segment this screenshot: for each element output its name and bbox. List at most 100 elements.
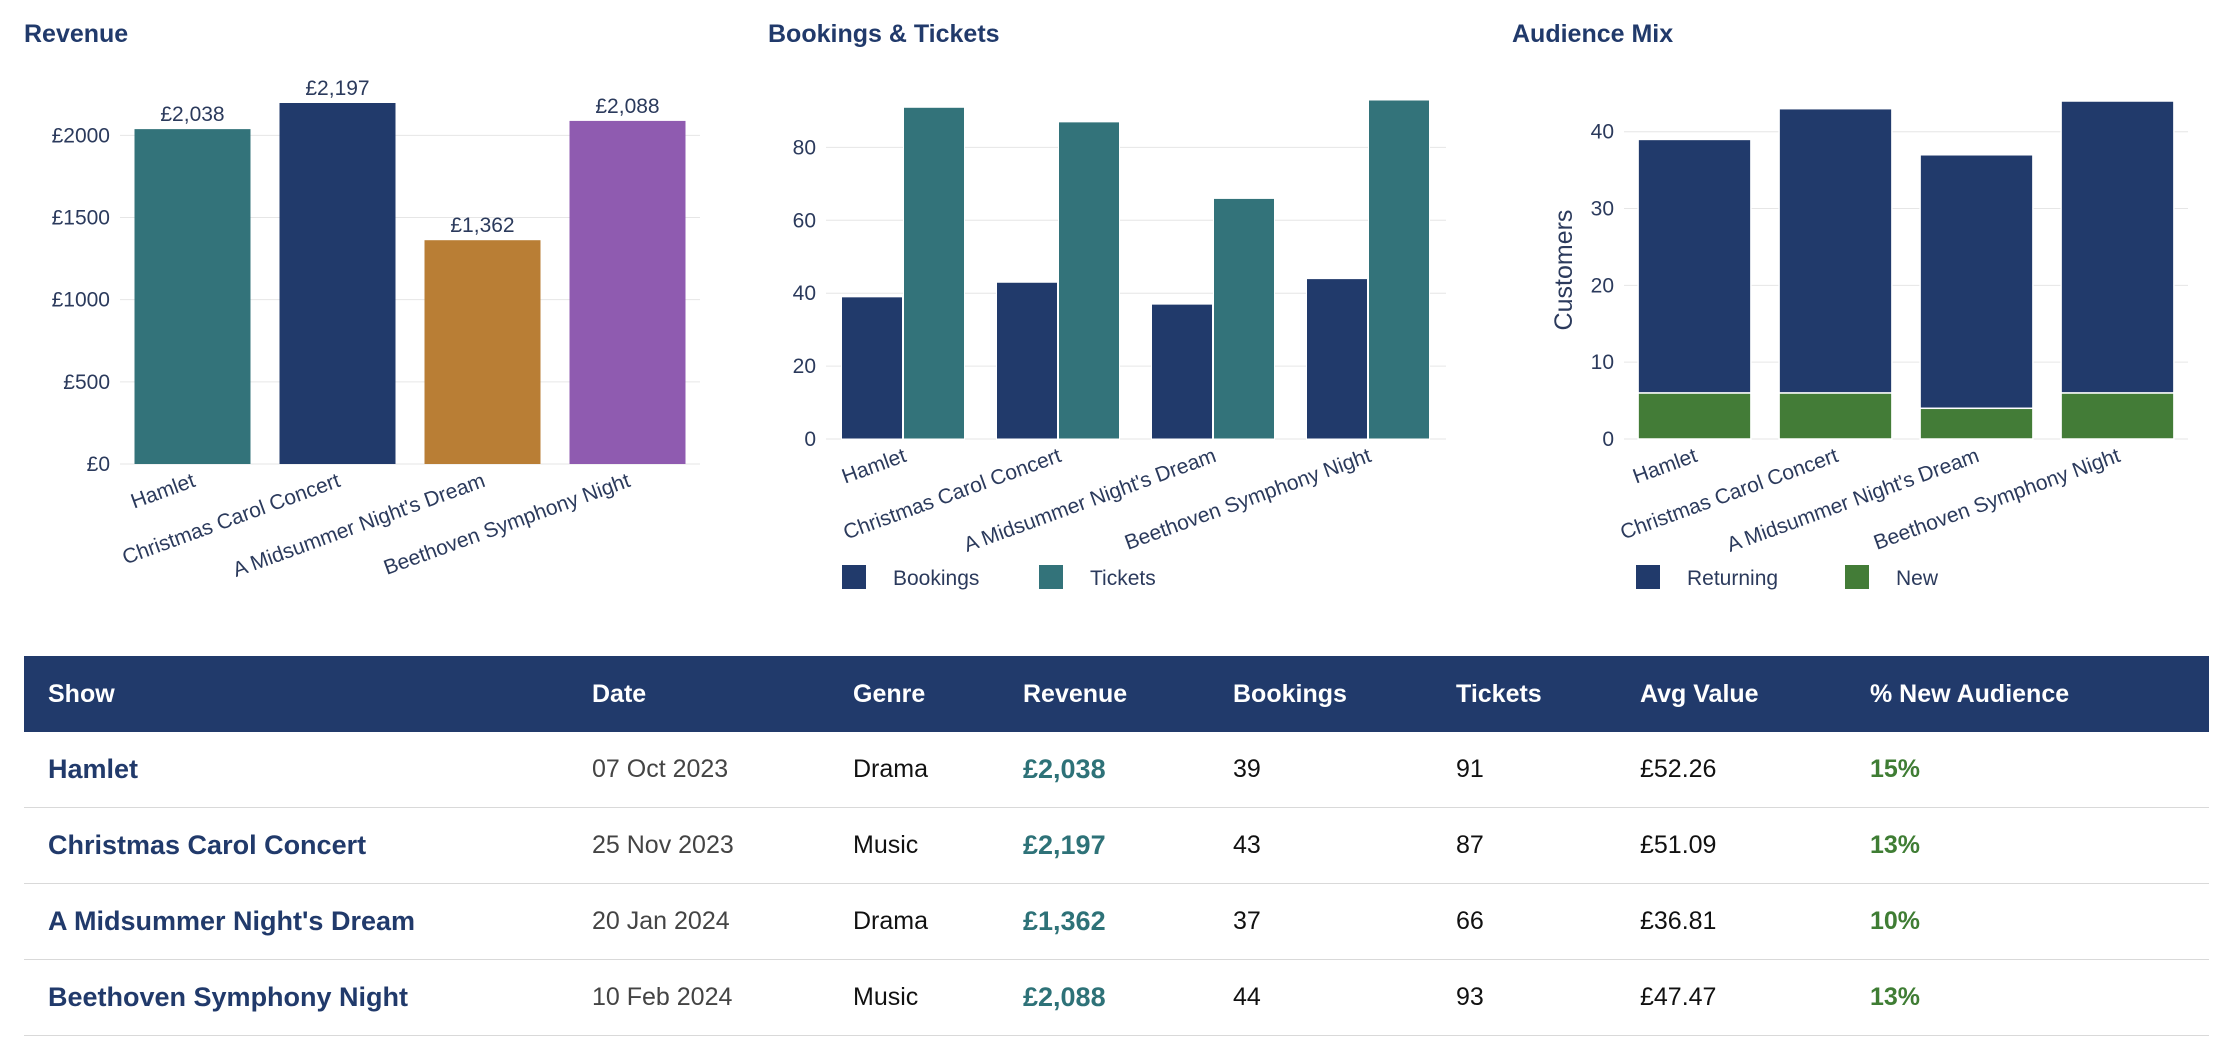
cell-new-audience: 13% bbox=[1870, 807, 2209, 884]
header-avg-value[interactable]: Avg Value bbox=[1640, 679, 1759, 708]
x-tick-label: Beethoven Symphony Night bbox=[1122, 444, 1375, 555]
cell-bookings: 39 bbox=[1233, 732, 1456, 808]
bar-segment-returning bbox=[1637, 138, 1752, 394]
table-row[interactable]: Hamlet 07 Oct 2023 Drama £2,038 39 91 £5… bbox=[24, 732, 2209, 808]
y-tick-label: 10 bbox=[1591, 351, 1614, 374]
header-bookings[interactable]: Bookings bbox=[1233, 679, 1347, 708]
bar-revenue bbox=[569, 120, 686, 464]
revenue-chart: £0£500£1000£1500£2000£2,038Hamlet£2,197C… bbox=[52, 77, 700, 582]
y-tick-label: £1500 bbox=[52, 207, 110, 230]
y-tick-label: £0 bbox=[87, 453, 110, 476]
cell-revenue: £2,197 bbox=[1023, 807, 1233, 884]
header-new-audience[interactable]: % New Audience bbox=[1870, 679, 2070, 708]
cell-revenue: £1,362 bbox=[1023, 883, 1233, 960]
x-tick-label: A Midsummer Night's Dream bbox=[1724, 444, 1982, 557]
cell-revenue: £2,038 bbox=[1023, 732, 1233, 808]
legend-label-returning: Returning bbox=[1687, 567, 1778, 590]
cell-date: 20 Jan 2024 bbox=[592, 883, 853, 960]
header-date[interactable]: Date bbox=[592, 679, 647, 708]
bar-tickets bbox=[1213, 197, 1275, 440]
header-revenue[interactable]: Revenue bbox=[1023, 679, 1128, 708]
data-label: £1,362 bbox=[450, 214, 514, 237]
header-genre[interactable]: Genre bbox=[853, 679, 926, 708]
bar-segment-new bbox=[1637, 392, 1752, 440]
y-tick-label: 40 bbox=[1591, 121, 1614, 144]
data-label: £2,088 bbox=[595, 95, 659, 118]
y-tick-label: 30 bbox=[1591, 198, 1614, 221]
bar-segment-returning bbox=[2060, 100, 2175, 394]
cell-avg-value: £47.47 bbox=[1640, 959, 1870, 1036]
x-tick-label: A Midsummer Night's Dream bbox=[961, 444, 1219, 557]
bar-segment-new bbox=[2060, 392, 2175, 440]
y-tick-label: £2000 bbox=[52, 124, 110, 147]
bar-bookings bbox=[841, 296, 903, 440]
bar-tickets bbox=[903, 106, 965, 440]
bar-tickets bbox=[1368, 99, 1430, 440]
table-row[interactable]: Christmas Carol Concert 25 Nov 2023 Musi… bbox=[24, 807, 2209, 884]
data-label: £2,038 bbox=[160, 103, 224, 126]
cell-show: Beethoven Symphony Night bbox=[24, 959, 592, 1036]
cell-show: Christmas Carol Concert bbox=[24, 807, 592, 884]
legend-label-new: New bbox=[1896, 567, 1939, 590]
legend-swatch-tickets bbox=[1039, 565, 1063, 589]
cell-date: 25 Nov 2023 bbox=[592, 807, 853, 884]
bar-revenue bbox=[279, 103, 396, 464]
cell-tickets: 91 bbox=[1456, 732, 1640, 808]
cell-tickets: 93 bbox=[1456, 959, 1640, 1036]
cell-genre: Drama bbox=[853, 732, 1023, 808]
y-tick-label: 40 bbox=[793, 282, 816, 305]
bar-tickets bbox=[1058, 121, 1120, 440]
legend-label-tickets: Tickets bbox=[1090, 567, 1156, 590]
cell-tickets: 66 bbox=[1456, 883, 1640, 960]
revenue-chart-title: Revenue bbox=[24, 20, 129, 48]
bar-bookings bbox=[1151, 303, 1213, 440]
y-axis-title: Customers bbox=[1550, 210, 1578, 331]
y-tick-label: 0 bbox=[1602, 428, 1614, 451]
bar-bookings bbox=[1306, 278, 1368, 440]
y-tick-label: 20 bbox=[1591, 274, 1614, 297]
bar-segment-returning bbox=[1919, 154, 2034, 410]
audience-chart-title: Audience Mix bbox=[1512, 20, 1674, 48]
cell-avg-value: £51.09 bbox=[1640, 807, 1870, 884]
legend-label-bookings: Bookings bbox=[893, 567, 979, 590]
x-tick-label: A Midsummer Night's Dream bbox=[230, 469, 488, 582]
cell-show: Hamlet bbox=[24, 732, 592, 808]
bar-bookings bbox=[996, 281, 1058, 440]
cell-genre: Drama bbox=[853, 883, 1023, 960]
bookings-chart-title: Bookings & Tickets bbox=[768, 20, 1000, 48]
cell-genre: Music bbox=[853, 959, 1023, 1036]
cell-avg-value: £52.26 bbox=[1640, 732, 1870, 808]
table-header-row: Show Date Genre Revenue Bookings Tickets… bbox=[24, 656, 2209, 732]
header-tickets[interactable]: Tickets bbox=[1456, 679, 1542, 708]
cell-revenue: £2,088 bbox=[1023, 959, 1233, 1036]
x-tick-label: Beethoven Symphony Night bbox=[381, 469, 634, 580]
legend-swatch-returning bbox=[1636, 565, 1660, 589]
legend-swatch-bookings bbox=[842, 565, 866, 589]
shows-table: Show Date Genre Revenue Bookings Tickets… bbox=[24, 656, 2209, 1036]
cell-new-audience: 10% bbox=[1870, 883, 2209, 960]
x-tick-label: Hamlet bbox=[839, 444, 910, 488]
cell-new-audience: 13% bbox=[1870, 959, 2209, 1036]
cell-new-audience: 15% bbox=[1870, 732, 2209, 808]
y-tick-label: 0 bbox=[804, 428, 816, 451]
cell-date: 10 Feb 2024 bbox=[592, 959, 853, 1036]
y-tick-label: 80 bbox=[793, 136, 816, 159]
cell-tickets: 87 bbox=[1456, 807, 1640, 884]
x-tick-label: Hamlet bbox=[1630, 444, 1701, 488]
cell-bookings: 43 bbox=[1233, 807, 1456, 884]
y-tick-label: 20 bbox=[793, 355, 816, 378]
y-tick-label: 60 bbox=[793, 209, 816, 232]
cell-bookings: 37 bbox=[1233, 883, 1456, 960]
y-tick-label: £1000 bbox=[52, 289, 110, 312]
cell-genre: Music bbox=[853, 807, 1023, 884]
cell-bookings: 44 bbox=[1233, 959, 1456, 1036]
shows-table-container: Show Date Genre Revenue Bookings Tickets… bbox=[24, 656, 2209, 1036]
cell-date: 07 Oct 2023 bbox=[592, 732, 853, 808]
table-row[interactable]: Beethoven Symphony Night 10 Feb 2024 Mus… bbox=[24, 959, 2209, 1036]
table-row[interactable]: A Midsummer Night's Dream 20 Jan 2024 Dr… bbox=[24, 883, 2209, 960]
header-show[interactable]: Show bbox=[48, 679, 115, 708]
bar-segment-returning bbox=[1778, 107, 1893, 394]
bar-segment-new bbox=[1919, 407, 2034, 440]
